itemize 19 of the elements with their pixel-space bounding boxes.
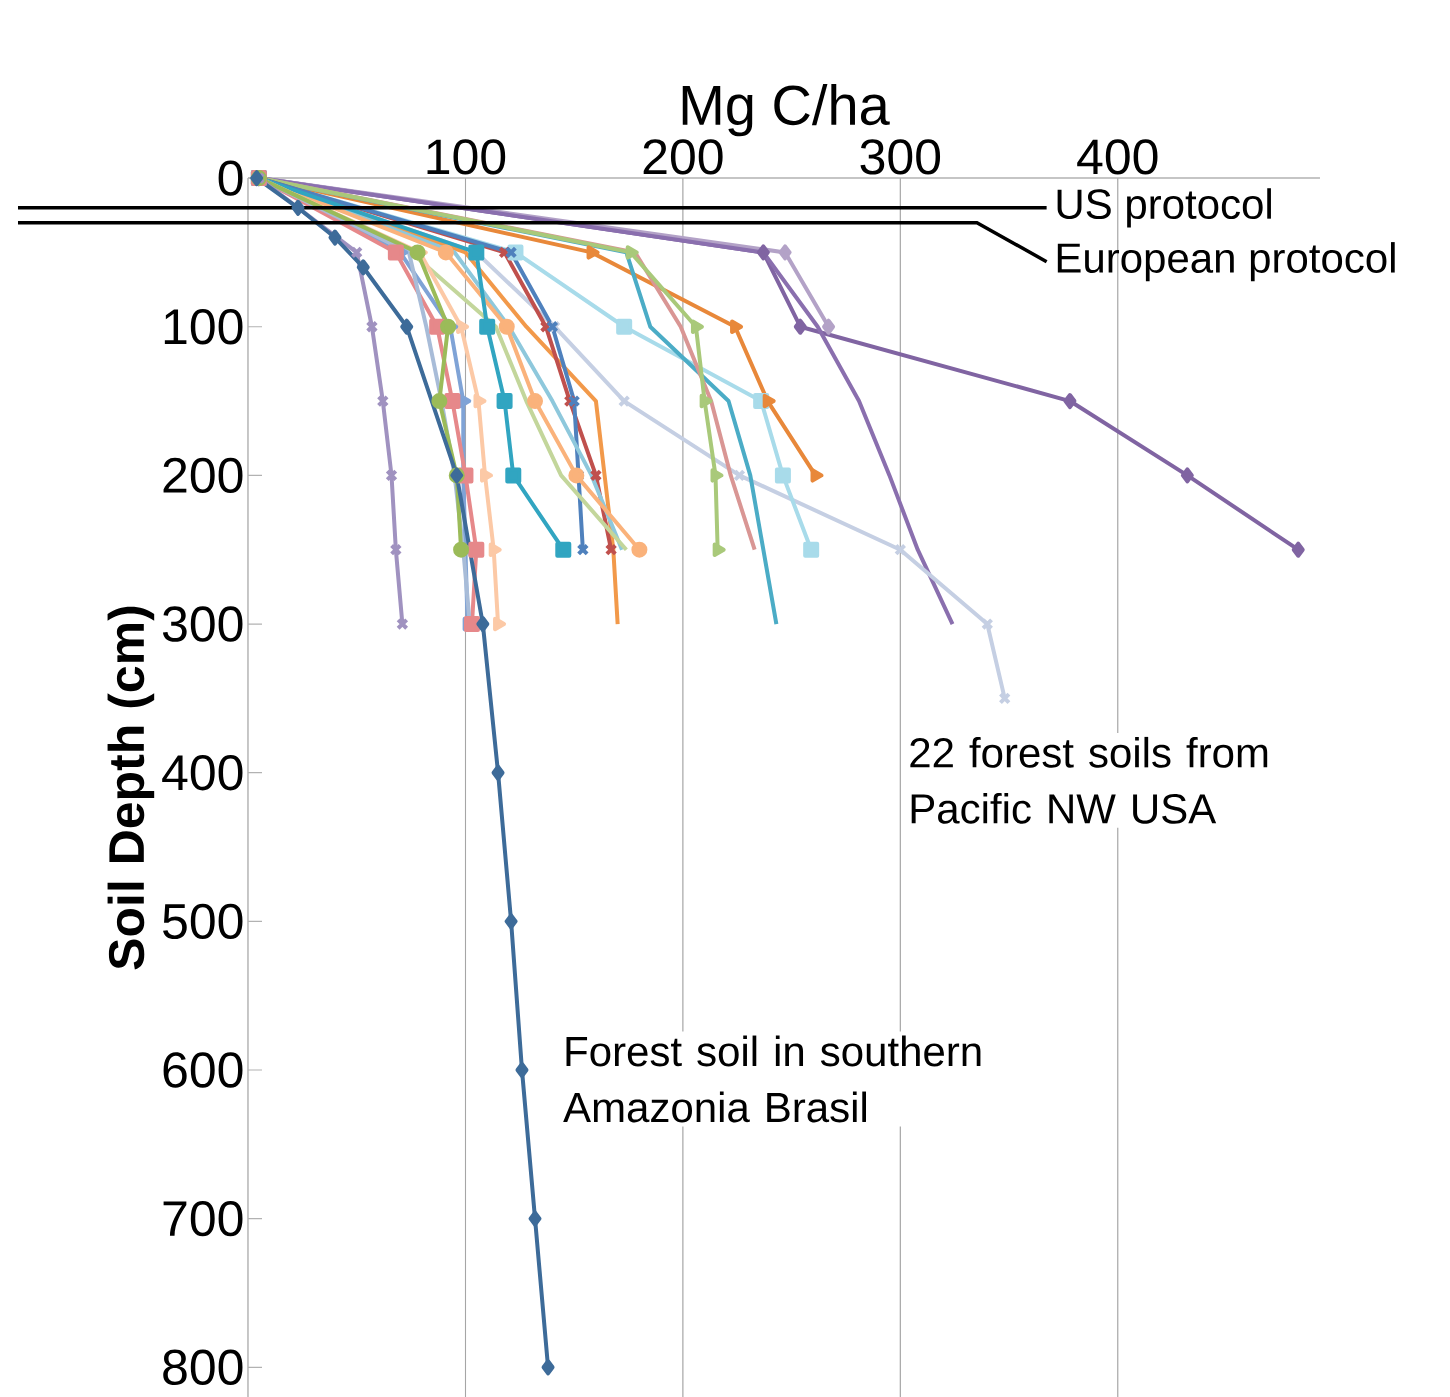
y-tick-label: 800	[163, 1349, 243, 1385]
annotation: Forest soil in southern Amazonia Brasil	[563, 1035, 981, 1123]
annotation: 22 forest soils from Pacific NW USA	[910, 736, 1268, 824]
ref-line-label: US protocol	[1057, 188, 1271, 228]
y-tick-label: 200	[163, 457, 243, 494]
y-tick-label: 400	[162, 754, 243, 791]
x-tick-label: 400	[1077, 139, 1158, 175]
x-tick-label: 300	[860, 139, 941, 175]
x-tick-label: 200	[643, 139, 723, 175]
y-tick-label: 500	[163, 903, 243, 940]
x-tick-label: 100	[427, 139, 506, 175]
y-tick-label: 300	[162, 606, 243, 642]
x-axis-title: Mg C/ha	[682, 84, 890, 137]
y-tick-label: 700	[163, 1200, 243, 1237]
y-axis-title: Soil Depth (cm)	[107, 606, 155, 970]
y-tick-label: 100	[164, 309, 243, 345]
y-tick-label: 600	[163, 1052, 243, 1088]
ref-line-label: European protocol	[1057, 242, 1395, 282]
y-tick-label: 0	[218, 160, 243, 196]
